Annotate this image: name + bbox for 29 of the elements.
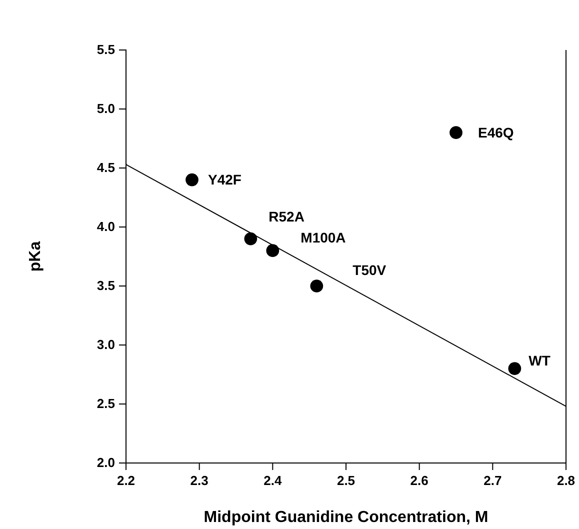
point <box>244 232 258 246</box>
y-tick-label: 4.0 <box>96 219 115 234</box>
x-tick-label: 2.2 <box>116 473 136 488</box>
x-tick-label: 2.8 <box>556 473 576 488</box>
y-tick-label: 5.0 <box>96 101 115 116</box>
point <box>508 362 522 376</box>
x-tick-label: 2.5 <box>336 473 356 488</box>
x-tick-label: 2.7 <box>484 473 502 488</box>
y-tick-label: 2.0 <box>96 455 115 470</box>
annotation: T50V <box>352 262 387 278</box>
y-axis-title: pKa <box>27 241 44 272</box>
point <box>450 126 462 140</box>
annotation: Y42F <box>208 172 242 188</box>
x-tick-label: 2.3 <box>190 473 208 488</box>
annotation: WT <box>528 352 551 368</box>
x-tick-label: 2.6 <box>410 473 428 488</box>
annotation: R52A <box>268 208 304 225</box>
y-tick-label: 2.5 <box>96 396 115 412</box>
x-axis-title: Midpoint Guanidine Concentration, M <box>204 509 488 526</box>
point <box>186 173 198 186</box>
annotation: E46Q <box>478 124 514 140</box>
point <box>266 244 280 258</box>
point <box>310 280 324 292</box>
y-tick-label: 5.5 <box>96 42 115 58</box>
y-tick-label: 4.5 <box>96 160 115 176</box>
y-tick-label: 3.0 <box>96 337 115 352</box>
annotation: M100A <box>300 230 346 246</box>
x-tick-label: 2.4 <box>264 473 282 488</box>
y-tick-label: 3.5 <box>96 278 115 294</box>
